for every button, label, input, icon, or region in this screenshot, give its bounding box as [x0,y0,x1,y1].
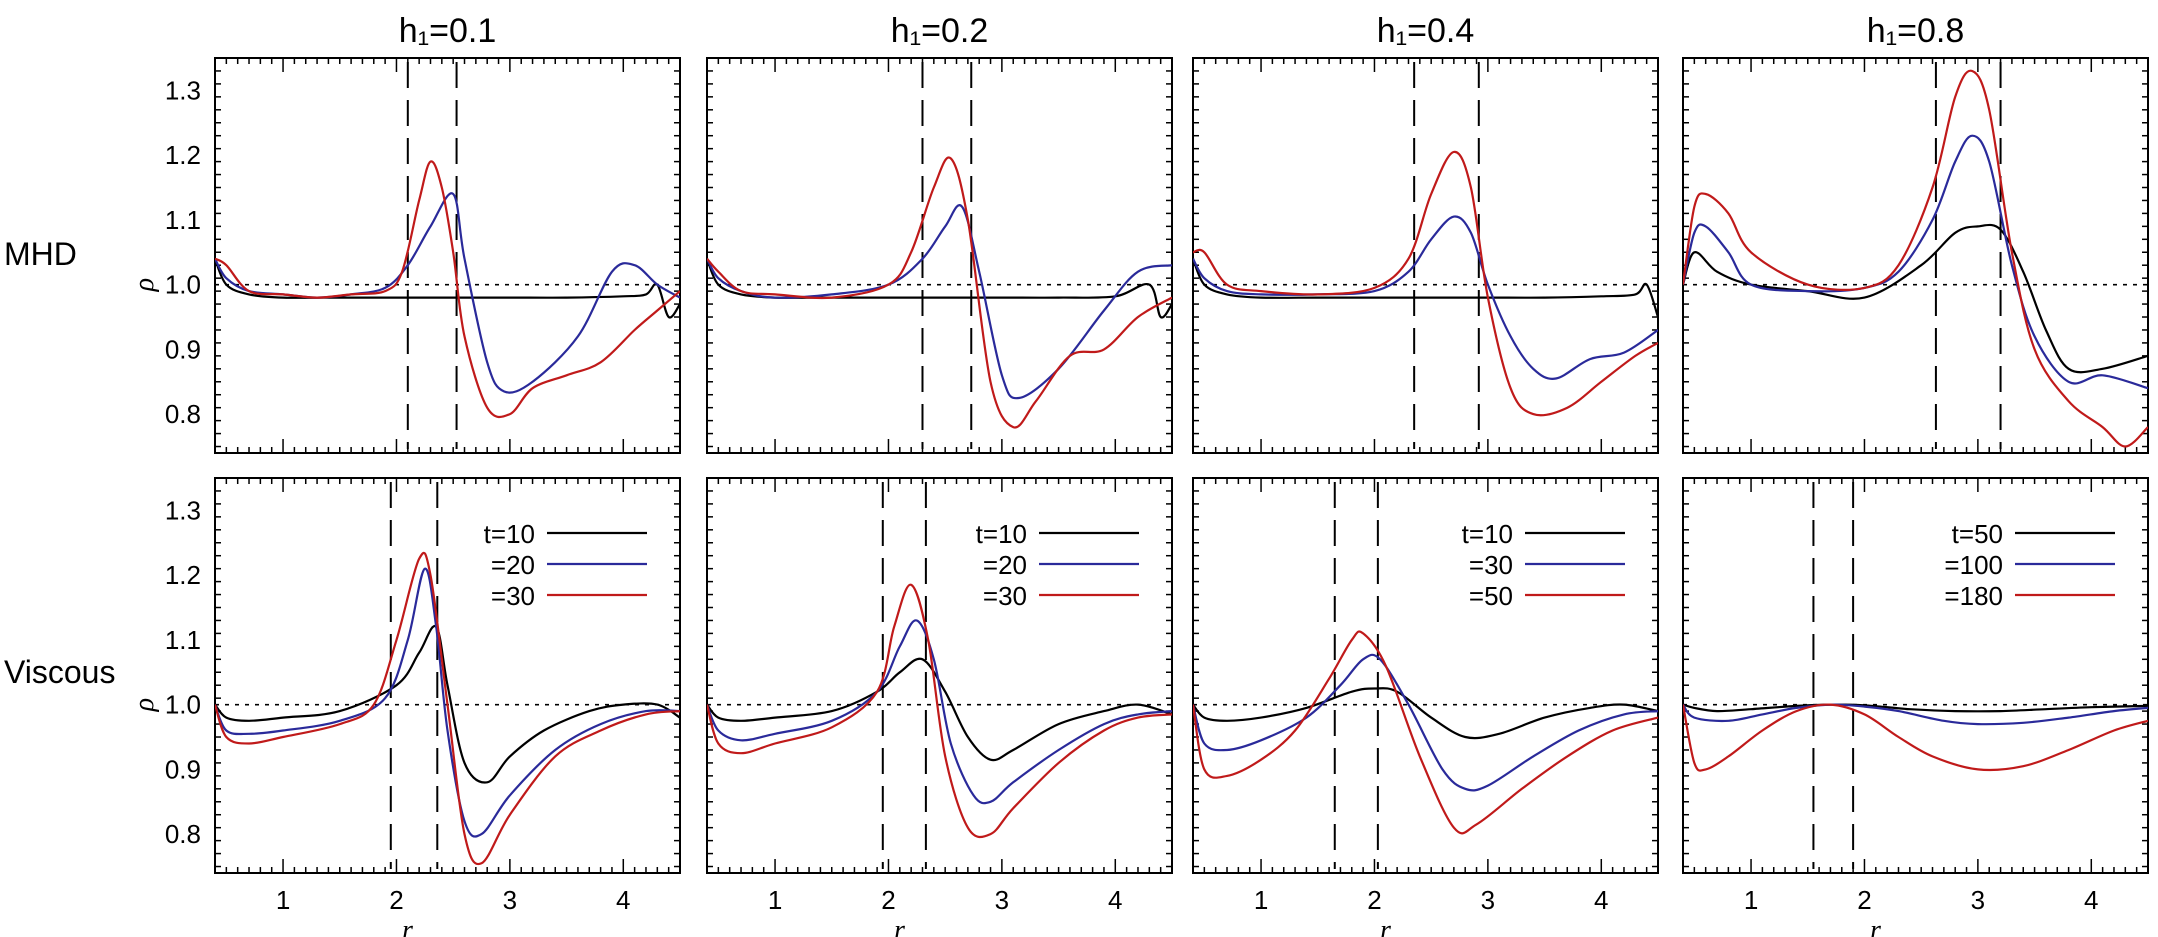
x-tick-label: 3 [1971,885,1985,915]
series-line [1193,150,1658,417]
x-tick-label: 4 [2084,885,2098,915]
x-tick-label: 1 [1744,885,1758,915]
y-tick-label: 0.9 [165,754,201,784]
series-line [707,258,1172,319]
panel-frame [706,477,1173,874]
x-tick-label: 1 [276,885,290,915]
y-tick-label: 1.0 [165,690,201,720]
y-tick-label: 1.1 [165,625,201,655]
panel-frame [1192,57,1659,454]
x-tick-label: 2 [1857,885,1871,915]
row-label-mhd: MHD [4,236,77,272]
legend-label: =30 [491,581,535,611]
series-line [215,567,680,838]
x-tick-label: 4 [1594,885,1608,915]
x-axis-label: r [402,915,413,937]
series-line [707,156,1172,429]
series-line [1683,223,2148,374]
series-line [1193,687,1658,740]
legend-label: =30 [983,581,1027,611]
legend-label: t=10 [1462,519,1513,549]
y-tick-label: 1.1 [165,205,201,235]
y-tick-label: 1.3 [165,495,201,525]
series-line [707,583,1172,839]
legend-label: t=10 [484,519,535,549]
y-tick-label: 1.0 [165,270,201,300]
column-title: h₁=0.4 [1377,12,1475,50]
column-title: h₁=0.1 [399,12,497,50]
series-line [215,160,680,419]
series-line [1683,703,2148,772]
x-tick-label: 2 [881,885,895,915]
column-title: h₁=0.2 [891,12,989,50]
x-tick-label: 2 [389,885,403,915]
series-line [1193,258,1658,318]
series-line [1193,630,1658,835]
legend-label: =30 [1469,550,1513,580]
y-tick-label: 1.2 [165,560,201,590]
panel-frame [1192,477,1659,874]
legend-label: =20 [983,550,1027,580]
series-line [707,657,1172,762]
x-tick-label: 4 [1108,885,1122,915]
y-tick-label: 0.8 [165,819,201,849]
series-line [215,258,680,319]
series-line [215,551,680,866]
series-line [1193,653,1658,792]
x-axis-label: r [1380,915,1391,937]
x-tick-label: 3 [1481,885,1495,915]
legend-label: =20 [491,550,535,580]
x-tick-label: 3 [503,885,517,915]
x-tick-label: 2 [1367,885,1381,915]
x-axis-label: r [1870,915,1881,937]
x-tick-label: 3 [995,885,1009,915]
legend-label: =50 [1469,581,1513,611]
legend-label: t=10 [976,519,1027,549]
y-tick-label: 0.9 [165,334,201,364]
panel-frame [214,57,681,454]
x-tick-label: 4 [616,885,630,915]
x-tick-label: 1 [1254,885,1268,915]
panel-frame [1682,477,2149,874]
y-tick-label: 1.2 [165,140,201,170]
y-tick-label: 1.3 [165,75,201,105]
y-axis-label: ρ [129,278,160,292]
legend-label: =100 [1944,550,2003,580]
column-title: h₁=0.8 [1867,12,1965,50]
series-line [1683,134,2148,390]
panel-frame [1682,57,2149,454]
row-label-viscous: Viscous [4,654,116,690]
x-axis-label: r [894,915,905,937]
series-line [1683,69,2148,448]
x-tick-label: 1 [768,885,782,915]
series-line [1683,703,2148,713]
panel-frame [706,57,1173,454]
legend-label: =180 [1944,581,2003,611]
y-tick-label: 0.8 [165,399,201,429]
series-line [215,624,680,784]
series-line [707,204,1172,400]
panel-frame [214,477,681,874]
series-line [1193,215,1658,380]
series-line [1683,703,2148,726]
legend-label: t=50 [1952,519,2003,549]
series-line [707,619,1172,805]
y-axis-label: ρ [129,698,160,712]
